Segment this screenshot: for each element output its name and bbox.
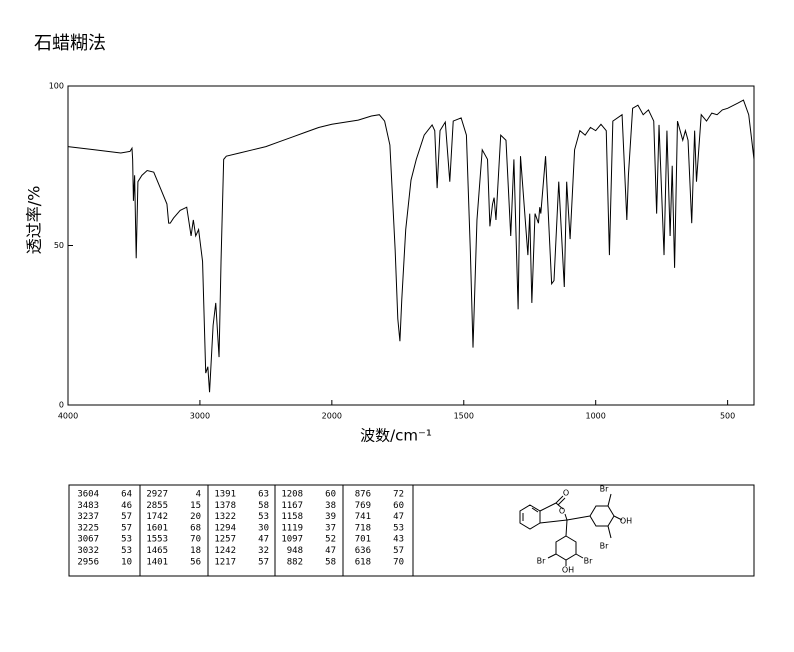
x-tick-label: 4000 — [58, 412, 78, 421]
peak-transmittance: 57 — [121, 512, 132, 522]
x-tick-label: 500 — [720, 412, 735, 421]
peak-wavenumber: 1158 — [281, 512, 303, 522]
atom-label: O — [559, 507, 565, 516]
peak-transmittance: 4 — [196, 490, 201, 500]
peak-wavenumber: 1322 — [214, 512, 236, 522]
peak-wavenumber: 741 — [355, 512, 371, 522]
peak-wavenumber: 3237 — [77, 512, 99, 522]
peak-transmittance: 53 — [258, 512, 269, 522]
y-axis-label: 透过率/% — [25, 186, 44, 255]
peak-wavenumber: 3032 — [77, 546, 99, 556]
peak-transmittance: 47 — [258, 535, 269, 545]
atom-label: Br — [600, 542, 609, 551]
y-tick-label: 0 — [59, 401, 64, 410]
peak-wavenumber: 1553 — [146, 535, 168, 545]
peak-transmittance: 70 — [393, 557, 404, 567]
plot-frame — [67, 85, 755, 406]
atom-label: O — [563, 489, 569, 498]
peak-transmittance: 52 — [325, 535, 336, 545]
peak-wavenumber: 1097 — [281, 535, 303, 545]
peak-transmittance: 32 — [258, 546, 269, 556]
peak-wavenumber: 1167 — [281, 501, 303, 511]
peak-transmittance: 37 — [325, 523, 336, 533]
peak-wavenumber: 1217 — [214, 557, 236, 567]
peak-wavenumber: 1601 — [146, 523, 168, 533]
atom-label: OH — [562, 566, 574, 575]
atom-label: Br — [584, 557, 593, 566]
peak-transmittance: 63 — [258, 490, 269, 500]
peak-transmittance: 58 — [258, 501, 269, 511]
peak-wavenumber: 769 — [355, 501, 371, 511]
x-axis-label: 波数/cm⁻¹ — [360, 427, 432, 445]
peak-wavenumber: 1119 — [281, 523, 303, 533]
peak-wavenumber: 1378 — [214, 501, 236, 511]
peak-transmittance: 64 — [121, 490, 132, 500]
peak-transmittance: 38 — [325, 501, 336, 511]
peak-wavenumber: 701 — [355, 535, 371, 545]
peak-wavenumber: 2956 — [77, 557, 99, 567]
table-dividers — [139, 485, 414, 576]
peak-wavenumber: 1242 — [214, 546, 236, 556]
peak-transmittance: 60 — [325, 490, 336, 500]
atom-label: OH — [620, 517, 632, 526]
peak-transmittance: 53 — [393, 523, 404, 533]
peak-wavenumber: 3604 — [77, 490, 99, 500]
peak-wavenumber: 3483 — [77, 501, 99, 511]
peak-wavenumber: 948 — [287, 546, 303, 556]
peak-transmittance: 47 — [325, 546, 336, 556]
peak-transmittance: 47 — [393, 512, 404, 522]
peak-wavenumber: 1465 — [146, 546, 168, 556]
chart-title: 石蜡糊法 — [34, 33, 106, 54]
peak-wavenumber: 636 — [355, 546, 371, 556]
peak-wavenumber: 1742 — [146, 512, 168, 522]
y-tick-label: 50 — [54, 241, 64, 250]
peak-transmittance: 72 — [393, 490, 404, 500]
peak-transmittance: 68 — [190, 523, 201, 533]
peak-transmittance: 56 — [190, 557, 201, 567]
molecule-bonds — [519, 493, 623, 566]
peak-transmittance: 18 — [190, 546, 201, 556]
peak-transmittance: 57 — [121, 523, 132, 533]
peak-wavenumber: 3225 — [77, 523, 99, 533]
x-tick-label: 1000 — [586, 412, 606, 421]
peak-transmittance: 57 — [258, 557, 269, 567]
peak-wavenumber: 718 — [355, 523, 371, 533]
peak-wavenumber: 1208 — [281, 490, 303, 500]
atom-label: Br — [537, 557, 546, 566]
peak-transmittance: 20 — [190, 512, 201, 522]
atom-label: Br — [600, 485, 609, 494]
peak-transmittance: 53 — [121, 546, 132, 556]
peak-wavenumber: 882 — [287, 557, 303, 567]
peak-wavenumber: 1257 — [214, 535, 236, 545]
peak-transmittance: 57 — [393, 546, 404, 556]
peak-transmittance: 60 — [393, 501, 404, 511]
peak-wavenumber: 1391 — [214, 490, 236, 500]
peak-transmittance: 70 — [190, 535, 201, 545]
peak-wavenumber: 3067 — [77, 535, 99, 545]
peak-transmittance: 30 — [258, 523, 269, 533]
peak-transmittance: 53 — [121, 535, 132, 545]
peak-wavenumber: 2855 — [146, 501, 168, 511]
peak-transmittance: 46 — [121, 501, 132, 511]
peak-transmittance: 15 — [190, 501, 201, 511]
peak-transmittance: 43 — [393, 535, 404, 545]
peak-wavenumber: 1294 — [214, 523, 236, 533]
x-tick-label: 1500 — [454, 412, 474, 421]
peak-wavenumber: 1401 — [146, 557, 168, 567]
peak-wavenumber: 876 — [355, 490, 371, 500]
spectrum-line — [67, 99, 755, 393]
table-frame — [68, 484, 755, 577]
peak-transmittance: 39 — [325, 512, 336, 522]
peak-wavenumber: 2927 — [146, 490, 168, 500]
peak-wavenumber: 618 — [355, 557, 371, 567]
x-tick-label: 2000 — [322, 412, 342, 421]
y-tick-label: 100 — [49, 82, 64, 91]
peak-transmittance: 58 — [325, 557, 336, 567]
x-tick-label: 3000 — [190, 412, 210, 421]
peak-transmittance: 10 — [121, 557, 132, 567]
